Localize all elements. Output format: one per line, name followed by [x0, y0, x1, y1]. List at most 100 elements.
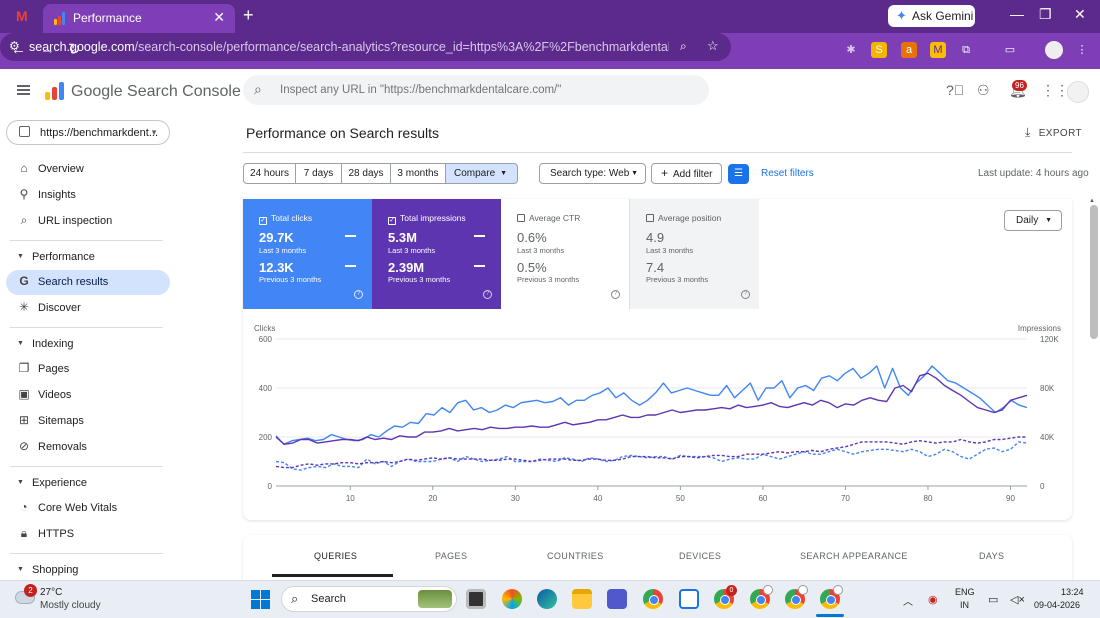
restore-icon[interactable]: ❐: [1039, 6, 1052, 22]
range-compare[interactable]: Compare ▼: [445, 163, 518, 184]
scroll-up-icon[interactable]: ▲: [1089, 198, 1095, 204]
bookmark-star-icon[interactable]: ☆: [707, 38, 719, 53]
extensions-icon[interactable]: ⧉: [962, 44, 970, 56]
tab-queries[interactable]: QUERIES: [314, 551, 358, 561]
cast-icon[interactable]: ▭: [1004, 44, 1016, 56]
range-3-months[interactable]: 3 months: [390, 163, 446, 184]
help-icon[interactable]: ?: [611, 290, 620, 299]
tab-days[interactable]: DAYS: [979, 551, 1005, 561]
metric-average-position[interactable]: Average position 4.9 Last 3 months 7.4 P…: [630, 199, 759, 309]
url-text[interactable]: search.google.com/search-console/perform…: [29, 40, 669, 54]
sidebar-item-sitemaps[interactable]: ⊞ Sitemaps: [6, 409, 170, 434]
sidebar-item-https[interactable]: 🔒︎ HTTPS: [6, 522, 170, 547]
search-type-filter[interactable]: Search type: Web ▼: [539, 163, 646, 184]
sidebar-item-pages[interactable]: ❐ Pages: [6, 357, 170, 382]
tab-devices[interactable]: DEVICES: [679, 551, 722, 561]
chrome-icon[interactable]: [643, 589, 663, 609]
section-indexing[interactable]: ▼ Indexing: [17, 338, 74, 350]
file-explorer-icon[interactable]: [572, 589, 592, 609]
browser-tab-performance[interactable]: Performance ✕: [43, 4, 235, 33]
help-icon[interactable]: ?: [354, 290, 363, 299]
page-scrollbar[interactable]: [1090, 205, 1098, 339]
checkbox-checked-icon[interactable]: ✓: [259, 217, 267, 225]
property-selector[interactable]: https://benchmarkdent... ▼: [6, 120, 170, 145]
back-icon[interactable]: ←: [11, 41, 26, 58]
sidebar-item-url-inspection[interactable]: ⌕ URL inspection: [6, 209, 170, 234]
close-window-icon[interactable]: ✕: [1074, 6, 1086, 22]
metric-total-impressions[interactable]: ✓ Total impressions 5.3M Last 3 months 2.…: [372, 199, 501, 309]
address-bar[interactable]: ⚙ search.google.com/search-console/perfo…: [0, 33, 731, 61]
sidebar-item-removals[interactable]: ⊘ Removals: [6, 435, 170, 460]
gmail-tab-icon[interactable]: M: [16, 8, 28, 24]
edge-icon[interactable]: [537, 589, 557, 609]
range-28-days[interactable]: 28 days: [341, 163, 391, 184]
minimize-icon[interactable]: —: [1010, 6, 1024, 22]
windows-start-icon[interactable]: [251, 590, 270, 609]
copilot-icon[interactable]: [502, 589, 522, 609]
range-24-hours[interactable]: 24 hours: [243, 163, 296, 184]
zoom-search-icon[interactable]: ⌕: [680, 39, 687, 53]
help-icon[interactable]: ?⃝: [946, 82, 965, 98]
sidebar-item-discover[interactable]: ✳ Discover: [6, 296, 170, 321]
section-experience[interactable]: ▼ Experience: [17, 477, 87, 489]
clock-date[interactable]: 09-04-2026: [1034, 600, 1081, 610]
help-icon[interactable]: ?: [741, 290, 750, 299]
performance-line-chart[interactable]: Clicks Impressions 600 120K 400 80K 200 40K 0 0…: [243, 320, 1072, 510]
extension-seo-icon[interactable]: S: [871, 42, 887, 58]
checkbox-unchecked-icon[interactable]: [646, 214, 654, 222]
hamburger-menu-icon[interactable]: [17, 85, 30, 95]
granularity-select[interactable]: Daily ▼: [1004, 210, 1062, 231]
profile-avatar-icon[interactable]: [1045, 41, 1063, 59]
task-view-icon[interactable]: [466, 589, 486, 609]
search-console-favicon-icon: [54, 12, 68, 25]
teams-icon[interactable]: [607, 589, 627, 609]
menu-dots-icon[interactable]: ⋮: [1076, 44, 1088, 56]
reload-icon[interactable]: ↻: [68, 41, 81, 58]
clock-time[interactable]: 13:24: [1061, 587, 1084, 597]
forward-icon[interactable]: →: [40, 41, 55, 58]
account-avatar[interactable]: [1067, 81, 1089, 103]
manage-users-icon[interactable]: ⚇: [977, 82, 990, 98]
sidebar-item-overview[interactable]: ⌂ Overview: [6, 157, 170, 182]
section-shopping[interactable]: ▼ Shopping: [17, 564, 79, 576]
extension-puzzle-icon[interactable]: ✱: [846, 44, 856, 56]
reset-filters-link[interactable]: Reset filters: [761, 168, 814, 179]
tab-pages[interactable]: PAGES: [435, 551, 468, 561]
sidebar-item-core-web-vitals[interactable]: ◔ Core Web Vitals: [6, 496, 170, 521]
export-button[interactable]: ⤓ EXPORT: [1025, 125, 1083, 139]
volume-icon[interactable]: ◁×: [1010, 594, 1025, 606]
extension-m-icon[interactable]: M: [930, 42, 946, 58]
ask-gemini-button[interactable]: ✦ Ask Gemini: [888, 5, 975, 27]
tray-chevron-up-icon[interactable]: ︿: [903, 597, 913, 608]
tab-search-appearance[interactable]: SEARCH APPEARANCE: [800, 551, 908, 561]
sidebar-item-insights[interactable]: ⚲ Insights: [6, 183, 170, 208]
metric-total-clicks[interactable]: ✓ Total clicks 29.7K Last 3 months 12.3K …: [243, 199, 372, 309]
tab-countries[interactable]: COUNTRIES: [547, 551, 604, 561]
extension-amazon-icon[interactable]: a: [901, 42, 917, 58]
weather-description[interactable]: Mostly cloudy: [40, 600, 101, 611]
checkbox-unchecked-icon[interactable]: [517, 214, 525, 222]
notepad-icon[interactable]: [679, 589, 699, 609]
site-info-icon[interactable]: ⚙: [9, 39, 20, 53]
sidebar-item-videos[interactable]: ▣ Videos: [6, 383, 170, 408]
inspect-url-input[interactable]: [280, 80, 700, 100]
help-icon[interactable]: ?: [483, 290, 492, 299]
range-7-days[interactable]: 7 days: [295, 163, 342, 184]
checkbox-checked-icon[interactable]: ✓: [388, 217, 396, 225]
input-region[interactable]: IN: [960, 600, 969, 610]
sidebar-item-search-results[interactable]: G Search results: [6, 270, 170, 295]
filter-icon[interactable]: ☰: [728, 164, 749, 184]
taskbar-search[interactable]: ⌕ Search: [281, 586, 457, 612]
apps-grid-icon[interactable]: ⋮⋮: [1041, 82, 1069, 98]
weather-temperature[interactable]: 27°C: [40, 587, 63, 598]
metric-value-previous: 2.39M: [388, 260, 425, 275]
network-icon[interactable]: ▭: [988, 594, 999, 606]
metric-average-ctr[interactable]: Average CTR 0.6% Last 3 months 0.5% Prev…: [501, 199, 630, 309]
language-indicator[interactable]: ENG: [955, 587, 975, 597]
new-tab-icon[interactable]: +: [243, 5, 254, 25]
url-inspect-search[interactable]: ⌕: [243, 75, 709, 105]
tab-close-icon[interactable]: ✕: [213, 9, 225, 25]
add-filter-button[interactable]: + Add filter: [651, 163, 722, 184]
section-performance[interactable]: ▼ Performance: [17, 251, 95, 263]
security-tray-icon[interactable]: ◉: [928, 594, 938, 606]
